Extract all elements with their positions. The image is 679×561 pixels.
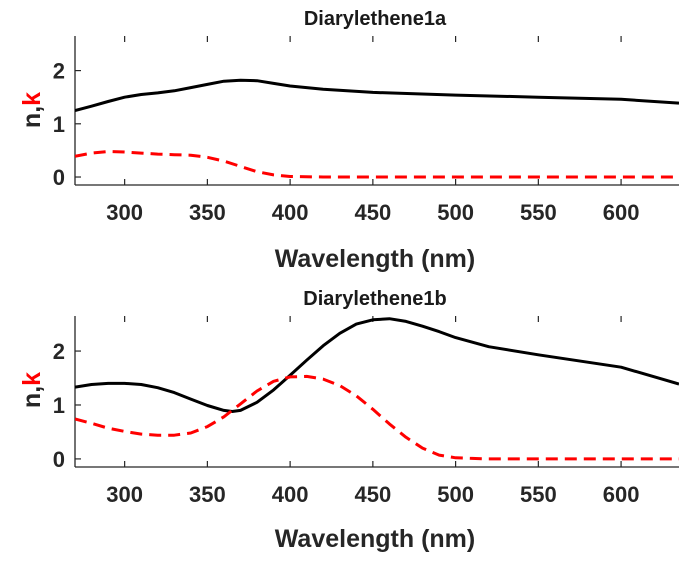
plot-area-diarylethene1a: 300 350 400 450 500 550 600 0 1 2 — [53, 36, 679, 225]
y-tick-label: 1 — [53, 393, 65, 418]
y-axis-label-comma: , — [18, 106, 46, 113]
y-axis-label-a: n,k — [18, 92, 46, 128]
y-axis-label-comma: , — [18, 386, 46, 393]
x-tick-label: 350 — [189, 482, 226, 507]
x-axis-label-a: Wavelength (nm) — [275, 245, 475, 273]
x-tick-label: 600 — [603, 482, 640, 507]
x-tick-label: 400 — [272, 482, 309, 507]
y-tick-label: 1 — [53, 112, 65, 137]
y-tick-label: 0 — [53, 165, 65, 190]
y-axis-label-n: n — [18, 393, 46, 408]
x-tick-label: 600 — [603, 200, 640, 225]
x-tick-label: 400 — [272, 200, 309, 225]
x-tick-label: 450 — [355, 200, 392, 225]
x-tick-label: 450 — [355, 482, 392, 507]
x-tick-label: 500 — [437, 200, 474, 225]
y-tick-label: 0 — [53, 447, 65, 472]
chart-title-diarylethene1a: Diarylethene1a — [304, 8, 447, 30]
x-tick-label: 300 — [106, 482, 143, 507]
x-tick-label: 300 — [106, 200, 143, 225]
series-line-k — [75, 374, 679, 461]
series-line-n — [75, 78, 679, 112]
x-tick-label: 550 — [520, 200, 557, 225]
panel-diarylethene1b: Diarylethene1b n,k 300 350 400 450 500 550 600… — [18, 288, 679, 553]
x-tick-label: 550 — [520, 482, 557, 507]
x-tick-label: 500 — [437, 482, 474, 507]
x-tick-label: 350 — [189, 200, 226, 225]
chart-title-diarylethene1b: Diarylethene1b — [303, 288, 446, 310]
plot-area-diarylethene1b: 300 350 400 450 500 550 600 0 1 2 — [53, 316, 679, 507]
x-axis-label-b: Wavelength (nm) — [275, 525, 475, 553]
y-axis-label-k: k — [18, 372, 46, 386]
series-line-k — [75, 150, 679, 179]
y-axis-label-k: k — [18, 92, 46, 106]
panel-diarylethene1a: Diarylethene1a n,k 300 350 400 450 500 550 600… — [18, 8, 679, 273]
y-axis-label-b: n,k — [18, 372, 46, 408]
y-axis-label-n: n — [18, 113, 46, 128]
y-tick-label: 2 — [53, 339, 65, 364]
y-tick-label: 2 — [53, 59, 65, 84]
series-line-n — [75, 317, 679, 413]
